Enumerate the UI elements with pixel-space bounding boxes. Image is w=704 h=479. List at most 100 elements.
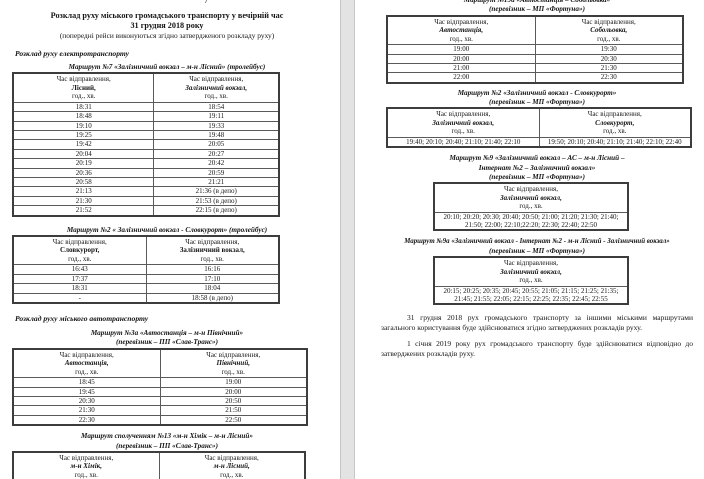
- table-row: 19:42 20:05: [12, 139, 280, 150]
- column-header-vokzal: Час відправлення, Залізничний вокзал, го…: [433, 182, 629, 213]
- table-row: 21:30 21:53 (в депо): [12, 195, 280, 207]
- column-header-lisnyi: Час відправлення, Лісний, год., хв.: [12, 72, 155, 103]
- document-title: Розклад руху міського громадського транс…: [12, 11, 322, 40]
- time-cell: 22:15 (в депо): [153, 205, 280, 217]
- header-line: Час відправлення,: [204, 453, 259, 462]
- time-cell: 19:42: [12, 139, 155, 150]
- time-cell: 21:13: [12, 186, 155, 197]
- time-cell: 21:36 (в депо): [153, 186, 280, 197]
- column-header-sobolivka: Час відправлення, Собольовка, год., хв.: [534, 15, 684, 46]
- table-route-3a: Час відправлення, Автостанція, год., хв.…: [12, 347, 308, 427]
- time-cell: 19:10: [12, 120, 155, 132]
- header-line: Час відправлення,: [189, 75, 244, 84]
- header-line: Час відправлення,: [206, 350, 261, 359]
- time-cell: 19:48: [153, 129, 280, 141]
- time-cell: 20:30: [534, 53, 684, 64]
- header-units: год., хв.: [200, 254, 224, 263]
- table-row: 21:13 21:36 (в депо): [12, 186, 280, 197]
- header-row: Час відправлення, м-н Хімік, год., хв. Ч…: [12, 451, 306, 479]
- time-cell: 17:10: [145, 273, 280, 285]
- column-header-lisnyi: Час відправлення, м-н Лісний, год., хв.: [158, 451, 306, 479]
- time-cell: 20:19: [12, 158, 155, 169]
- table-route-9a: Час відправлення, Залізничний вокзал, го…: [433, 256, 629, 306]
- time-cell: 21:21: [153, 177, 280, 188]
- table-row: 20:58 21:21: [12, 177, 280, 188]
- header-units: год., хв.: [75, 367, 99, 376]
- header-row: Час відправлення, Залізничний вокзал, го…: [433, 256, 629, 287]
- header-units: год., хв.: [449, 34, 473, 43]
- time-cell: 18:58 (в депо): [145, 292, 280, 304]
- time-cell: 20:04: [12, 148, 155, 160]
- header-place: Залізничний вокзал,: [185, 83, 248, 92]
- column-header-avtostantsiya: Час відправлення, Автостанція, год., хв.: [386, 15, 536, 46]
- time-cell: 20:59: [153, 167, 280, 179]
- header-row: Час відправлення, Автостанція, год., хв.…: [12, 348, 308, 379]
- table-row: 22:00 22:30: [386, 72, 684, 84]
- header-place: м-н Хімік,: [70, 462, 102, 471]
- table-row: 20:00 20:30: [386, 53, 684, 64]
- header-place: Північний,: [216, 359, 250, 368]
- header-place: Собольовка,: [590, 26, 628, 35]
- document-page-right: Маршрут №19а «Автостанція – Собольовка» …: [354, 0, 704, 479]
- table-row: 16:43 16:16: [12, 264, 280, 275]
- time-cell: 20:36: [12, 167, 155, 179]
- time-cell: 20:27: [153, 148, 280, 160]
- header-line: Час відправлення,: [56, 75, 111, 84]
- time-cell: 19:33: [153, 120, 280, 132]
- time-cell: 19:40; 20:10; 20:40; 21:10; 21:40; 22:10: [386, 136, 540, 148]
- header-units: год., хв.: [68, 254, 92, 263]
- time-cell: 21:30: [534, 62, 684, 74]
- header-line: Час відправлення,: [434, 17, 489, 26]
- header-line: Час відправлення,: [504, 259, 558, 268]
- header-row: Час відправлення, Автостанція, год., хв.…: [386, 15, 684, 46]
- column-header-slovkurort: Час відправлення, Словкурорт, год., хв.: [538, 107, 692, 138]
- table-row: 19:00 19:30: [386, 44, 684, 55]
- table-row: 19:45 20:00: [12, 386, 308, 398]
- time-cell: -: [12, 292, 147, 304]
- header-line: Час відправлення,: [185, 237, 240, 246]
- time-cell: 22:00: [386, 72, 536, 84]
- column-header-vokzal: Час відправлення, Залізничний вокзал, го…: [153, 72, 280, 103]
- header-place: Залізничний вокзал,: [179, 246, 245, 255]
- time-cell: 20:42: [153, 158, 280, 169]
- time-cell: 19:45: [12, 386, 161, 398]
- header-units: год., хв.: [451, 127, 475, 136]
- table-caption-route9-line1: Маршрут №9 «Залізничний вокзал – АС – м-…: [449, 154, 625, 163]
- table-row: 19:10 19:33: [12, 120, 280, 132]
- closing-paragraph-1: 31 грудня 2018 рух громадського транспор…: [381, 313, 693, 333]
- time-cell: 18:48: [12, 111, 155, 122]
- document-page-left: 7 Розклад руху міського громадського тра…: [0, 0, 341, 479]
- section-heading-autotransport: Розклад руху міського автотранспорту: [15, 314, 149, 324]
- table-row: 21:30 21:50: [12, 405, 308, 416]
- header-line: Час відправлення,: [59, 350, 114, 359]
- header-line: Час відправлення,: [436, 110, 491, 119]
- header-row: Час відправлення, Залізничний вокзал, го…: [386, 107, 692, 138]
- header-place: Лісний,: [71, 83, 96, 92]
- time-cell: 19:25: [12, 129, 155, 141]
- table-route-9: Час відправлення, Залізничний вокзал, го…: [433, 182, 629, 232]
- header-place: Залізничний вокзал,: [500, 193, 562, 202]
- table-row: -18:58 (в депо): [12, 292, 280, 304]
- time-cell: 20:15; 20:25; 20:35; 20:45; 20:55; 21:05…: [433, 285, 629, 305]
- table-row: 19:25 19:48: [12, 129, 280, 141]
- header-line: Час відправлення,: [59, 453, 114, 462]
- table-row: 20:15; 20:25; 20:35; 20:45; 20:55; 21:05…: [433, 285, 629, 305]
- table-row: 18:31 18:54: [12, 101, 280, 113]
- column-header-slovkurort: Час відправлення, Словкурорт, год., хв.: [12, 235, 147, 266]
- closing-paragraph-2: 1 січня 2019 року рух громадського транс…: [381, 338, 693, 358]
- table-route-19a: Час відправлення, Автостанція, год., хв.…: [386, 14, 684, 84]
- time-cell: 16:43: [12, 264, 147, 275]
- header-line: Час відправлення,: [52, 237, 107, 246]
- table-caption-route9a-carrier: (перевізник – МП «Фортуна»): [489, 246, 585, 255]
- time-cell: 17:37: [12, 273, 147, 285]
- column-header-vokzal: Час відправлення, Залізничний вокзал, го…: [433, 256, 629, 287]
- header-place: Залізничний вокзал,: [432, 118, 495, 127]
- doc-title-line3: (попередні рейси виконуються згідно затв…: [59, 31, 275, 40]
- table-caption-route13-carrier: (перевізник – ПП «Слав-Транс»): [115, 441, 218, 450]
- time-cell: 19:00: [159, 377, 308, 388]
- column-header-vokzal: Час відправлення, Залізничний вокзал, го…: [386, 107, 540, 138]
- table-route-13: Час відправлення, м-н Хімік, год., хв. Ч…: [12, 450, 306, 479]
- time-cell: 19:30: [534, 44, 684, 55]
- table-caption-route2-fortuna: Маршрут №2 «Залізничний вокзал - Словкур…: [457, 88, 617, 97]
- table-caption-route2-trolley: Маршрут №2 « Залізничний вокзал - Словку…: [66, 225, 268, 234]
